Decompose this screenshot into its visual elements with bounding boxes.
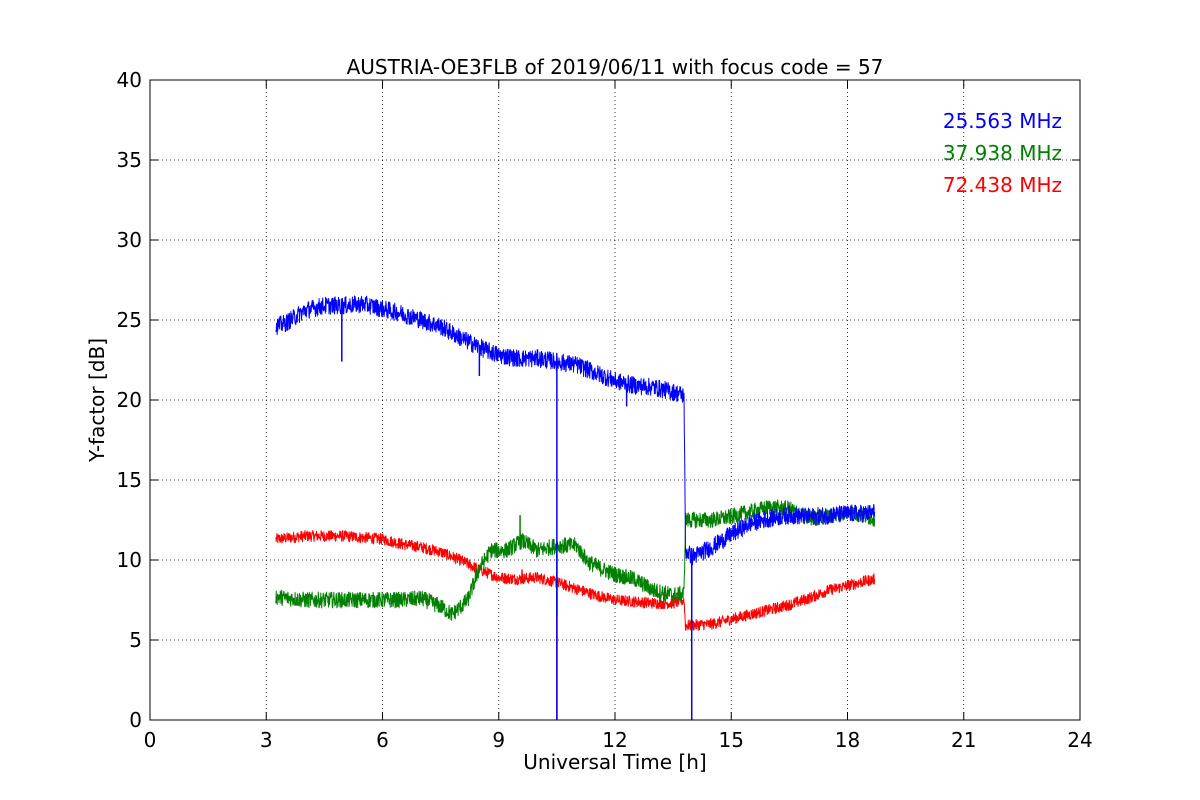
y-tick-label: 5 bbox=[129, 628, 142, 652]
x-tick-label: 24 bbox=[1067, 728, 1092, 752]
series-layer bbox=[275, 295, 876, 720]
x-tick-label: 6 bbox=[376, 728, 389, 752]
legend-entry: 72.438 MHz bbox=[943, 173, 1062, 197]
series-1 bbox=[275, 295, 876, 720]
x-tick-label: 9 bbox=[492, 728, 505, 752]
y-tick-label: 15 bbox=[117, 468, 142, 492]
x-tick-label: 18 bbox=[835, 728, 860, 752]
y-tick-label: 25 bbox=[117, 308, 142, 332]
y-tick-label: 35 bbox=[117, 148, 142, 172]
x-axis-label: Universal Time [h] bbox=[523, 750, 706, 774]
series-line bbox=[275, 529, 876, 631]
y-tick-label: 30 bbox=[117, 228, 142, 252]
y-tick-label: 0 bbox=[129, 708, 142, 732]
grid bbox=[150, 80, 1080, 720]
y-tick-label: 10 bbox=[117, 548, 142, 572]
legend: 25.563 MHz 37.938 MHz 72.438 MHz bbox=[943, 109, 1062, 197]
x-tick-label: 0 bbox=[144, 728, 157, 752]
series-line bbox=[275, 499, 876, 621]
y-axis-label: Y-factor [dB] bbox=[85, 338, 109, 463]
tick-labels: 0 3 6 9 12 15 18 21 24 0 5 10 15 20 25 30 35 40 bbox=[117, 68, 1093, 752]
x-tick-label: 21 bbox=[951, 728, 976, 752]
y-tick-label: 40 bbox=[117, 68, 142, 92]
ticks bbox=[149, 79, 1081, 721]
x-tick-label: 15 bbox=[719, 728, 744, 752]
legend-entry: 25.563 MHz bbox=[943, 109, 1062, 133]
y-tick-label: 20 bbox=[117, 388, 142, 412]
legend-entry: 37.938 MHz bbox=[943, 141, 1062, 165]
x-tick-label: 12 bbox=[602, 728, 627, 752]
series-line bbox=[275, 295, 876, 566]
chart-title: AUSTRIA-OE3FLB of 2019/06/11 with focus … bbox=[347, 55, 884, 79]
x-tick-label: 3 bbox=[260, 728, 273, 752]
